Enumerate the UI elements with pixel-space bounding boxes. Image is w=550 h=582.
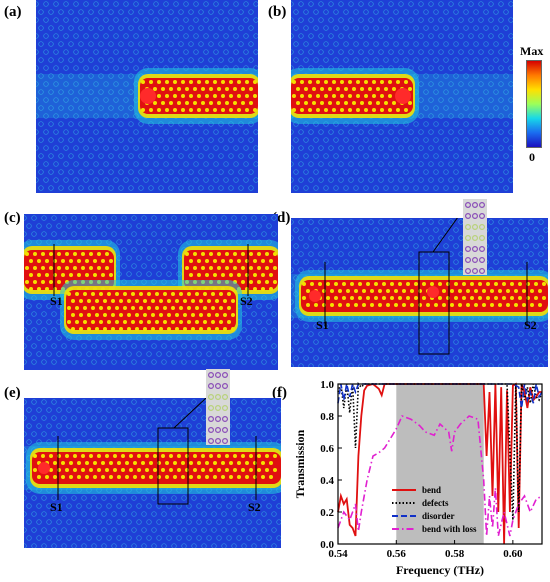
- section-label-s2-e: S2: [248, 500, 261, 514]
- disorder-inset-e: [206, 369, 230, 445]
- series-line-bend: [337, 382, 542, 545]
- y-axis-label: Transmission: [293, 429, 307, 498]
- y-tick-label: 1.0: [320, 379, 334, 391]
- x-tick-label: 0.58: [445, 548, 465, 560]
- section-label-s2-c: S2: [240, 294, 253, 308]
- transmission-chart: 0.54 0.56 0.58 0.60 0.0 0.2 0.4 0.6 0.8 1.0 Freque…: [293, 379, 543, 577]
- series-line-bend-with-loss: [337, 414, 543, 537]
- legend-entry: defects: [422, 498, 449, 508]
- defect-inset-d: [463, 199, 487, 275]
- x-tick-label: 0.54: [328, 548, 348, 560]
- field-map-b: [291, 0, 513, 193]
- field-map-c: [24, 214, 278, 370]
- band-gap-region: [396, 384, 484, 544]
- y-tick-label: 0.4: [320, 475, 334, 487]
- y-tick-label: 0.8: [320, 411, 334, 423]
- colorbar-min-label: 0: [529, 150, 535, 164]
- y-tick-label: 0.0: [320, 539, 334, 551]
- section-label-s1-c: S1: [50, 294, 63, 308]
- legend: bend defects disorder bend with loss: [392, 485, 477, 534]
- colorbar-max-label: Max: [520, 44, 544, 58]
- section-label-s1-e: S1: [50, 500, 63, 514]
- legend-entry: disorder: [422, 511, 455, 521]
- field-map-d: [291, 218, 548, 367]
- panel-label-b: (b): [268, 4, 287, 20]
- y-tick-label: 0.6: [320, 443, 334, 455]
- panel-label-f: (f): [272, 385, 287, 401]
- y-tick-label: 0.2: [320, 507, 334, 519]
- panel-label-c: (c): [4, 210, 21, 226]
- plot-frame: [337, 383, 543, 545]
- field-map-e: [24, 398, 281, 548]
- x-axis-label: Frequency (THz): [396, 563, 484, 577]
- field-map-a: [36, 0, 258, 193]
- panel-label-e: (e): [4, 385, 21, 401]
- panel-label-a: (a): [4, 4, 22, 20]
- section-label-s1-d: S1: [316, 318, 329, 332]
- x-tick-label: 0.56: [387, 548, 407, 560]
- legend-entry: bend: [422, 485, 441, 495]
- colorbar: [526, 60, 542, 148]
- x-tick-label: 0.60: [503, 548, 523, 560]
- section-label-s2-d: S2: [524, 318, 537, 332]
- legend-entry: bend with loss: [422, 524, 477, 534]
- series-line-disorder: [337, 381, 543, 409]
